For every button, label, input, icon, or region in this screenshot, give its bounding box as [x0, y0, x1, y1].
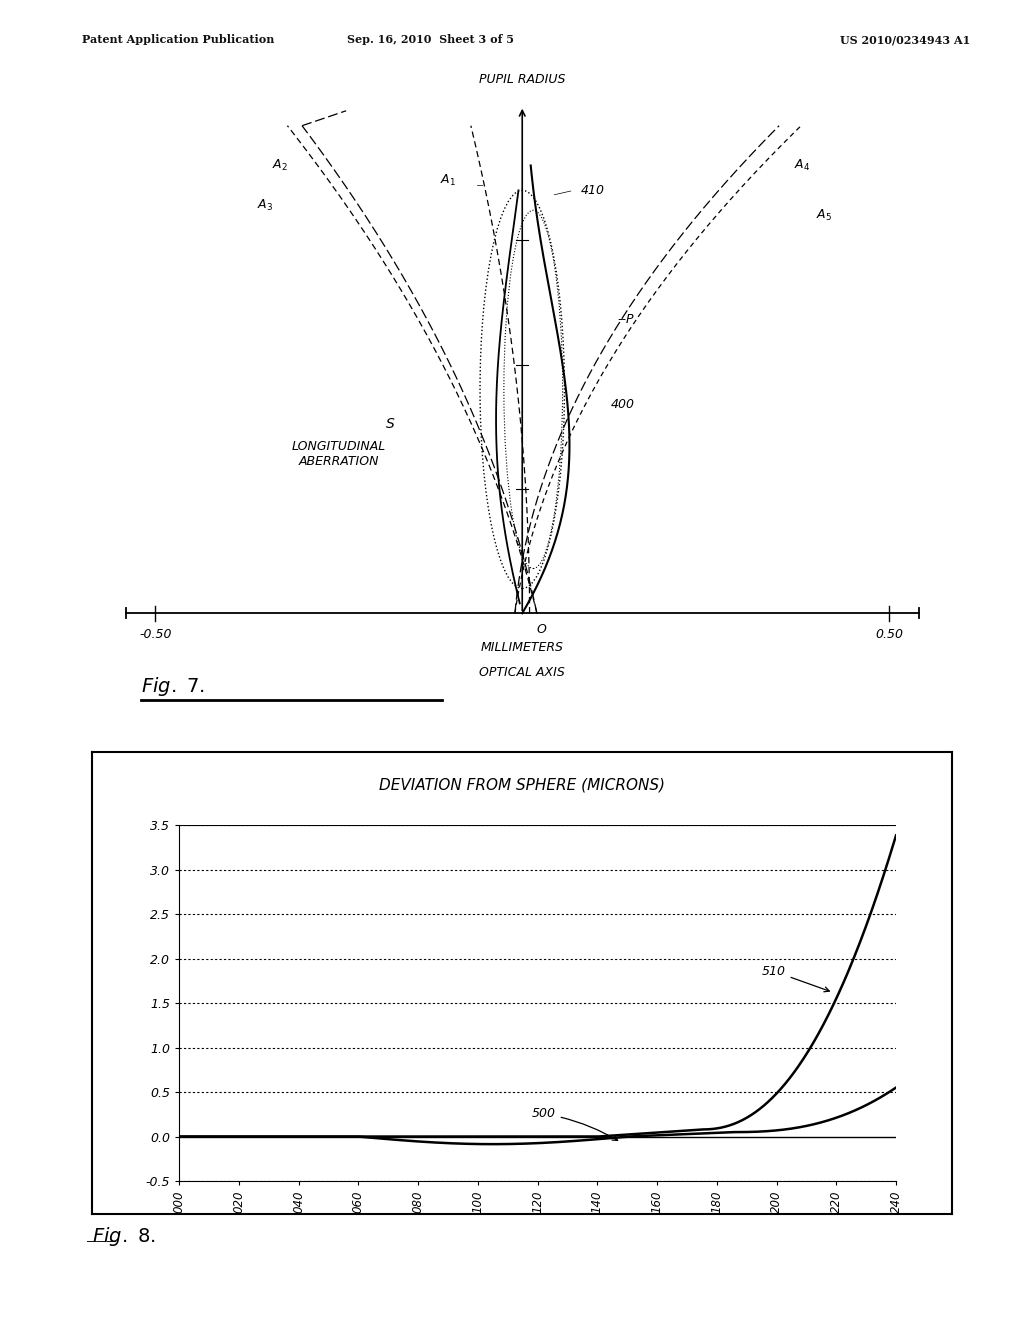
- Text: $A_2$: $A_2$: [271, 158, 288, 173]
- Text: $A_4$: $A_4$: [794, 158, 810, 173]
- Text: $A_1$: $A_1$: [440, 173, 457, 187]
- Text: 0.50: 0.50: [876, 628, 903, 642]
- Text: 410: 410: [581, 183, 605, 197]
- Text: 500: 500: [531, 1107, 617, 1140]
- Text: MILLIMETERS: MILLIMETERS: [481, 640, 563, 653]
- Text: LONGITUDINAL
ABERRATION: LONGITUDINAL ABERRATION: [292, 440, 386, 469]
- Text: $A_5$: $A_5$: [816, 207, 831, 223]
- Text: O: O: [537, 623, 547, 636]
- Text: PUPIL RADIUS: PUPIL RADIUS: [479, 73, 565, 86]
- Text: US 2010/0234943 A1: US 2010/0234943 A1: [840, 34, 970, 45]
- Text: $A_3$: $A_3$: [257, 198, 272, 213]
- Text: 400: 400: [610, 397, 634, 411]
- Text: $\mathit{Fig.\ 8.}$: $\mathit{Fig.\ 8.}$: [92, 1225, 156, 1247]
- Text: OPTICAL AXIS: OPTICAL AXIS: [479, 665, 565, 678]
- Text: --P: --P: [617, 313, 634, 326]
- Text: ___: ___: [87, 1224, 117, 1242]
- Text: -0.50: -0.50: [139, 628, 172, 642]
- Text: $\mathit{Fig.\ 7.}$: $\mathit{Fig.\ 7.}$: [140, 675, 205, 698]
- Text: DEVIATION FROM SPHERE (MICRONS): DEVIATION FROM SPHERE (MICRONS): [379, 777, 666, 792]
- Text: 510: 510: [762, 965, 829, 991]
- Text: Sep. 16, 2010  Sheet 3 of 5: Sep. 16, 2010 Sheet 3 of 5: [346, 34, 514, 45]
- Text: Patent Application Publication: Patent Application Publication: [82, 34, 274, 45]
- Text: S: S: [386, 417, 394, 432]
